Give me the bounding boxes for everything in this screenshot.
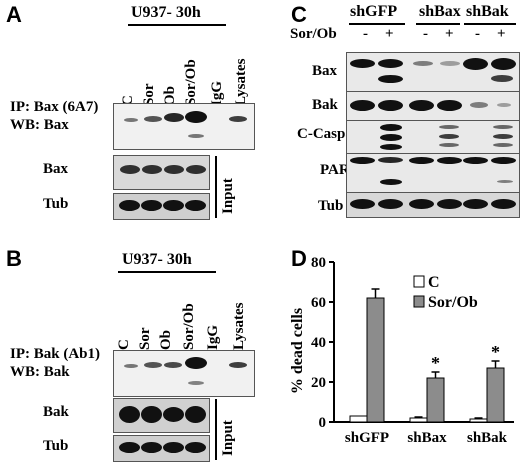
lane-label: Lysates	[233, 58, 249, 106]
sign-label: +	[445, 26, 454, 42]
panel-a-input-bax-label: Bax	[43, 161, 69, 177]
panel-c-underline-shbax	[416, 23, 460, 25]
x-tick-label: shGFP	[345, 430, 389, 446]
bar	[469, 418, 488, 423]
panel-c-blot-bax	[346, 52, 520, 92]
y-tick-label: 40	[311, 335, 326, 351]
panel-c-row-label-ccasp3: C-Casp3	[297, 126, 353, 142]
lane-label: C	[116, 339, 132, 350]
lane-label: Sor/Ob	[181, 303, 197, 350]
panel-a-ip-blot	[113, 103, 255, 150]
sign-label: +	[385, 26, 394, 42]
panel-a-input-label: Input	[220, 178, 236, 214]
panel-c-row-label-bak: Bak	[312, 97, 338, 113]
bar	[486, 367, 505, 423]
panel-a-input-bracket	[215, 156, 217, 218]
panel-a-lane-labels: C Sor Ob Sor/Ob IgG Lysates	[120, 32, 260, 108]
panel-c-underline-shgfp	[349, 23, 405, 25]
panel-c-underline-shbak	[464, 23, 516, 25]
panel-b-wb-label: WB: Bak	[10, 364, 70, 380]
bar	[409, 417, 428, 423]
y-tick-label: 20	[311, 375, 326, 391]
sign-label: -	[475, 26, 480, 42]
legend-label: Sor/Ob	[428, 294, 478, 311]
panel-c-blot-parp	[346, 153, 520, 193]
bar	[366, 297, 385, 423]
lane-label: Sor	[137, 327, 153, 351]
panel-b-input-bak-label: Bak	[43, 404, 69, 420]
panel-c-group-shbax: shBax	[419, 3, 461, 20]
bar	[426, 377, 445, 423]
panel-a-letter: A	[6, 2, 22, 27]
sign-label: +	[497, 26, 506, 42]
panel-c-treatment-label: Sor/Ob	[290, 26, 337, 42]
panel-c-row-label-bax: Bax	[312, 63, 338, 79]
legend-swatch	[413, 295, 425, 308]
panel-b-ip-blot	[113, 350, 255, 397]
legend-label: C	[428, 274, 440, 291]
legend-swatch	[413, 275, 425, 288]
lane-label: IgG	[205, 324, 221, 350]
panel-b-input-tub-label: Tub	[43, 438, 69, 454]
lane-label: Sor/Ob	[183, 59, 199, 106]
panel-d-chart: % dead cells 0 20 40 60 80 shGFP * shBax * shBak C…	[289, 255, 514, 446]
panel-a-input-tub-blot	[113, 193, 210, 220]
significance-marker: *	[431, 353, 440, 373]
x-tick-label: shBak	[467, 430, 508, 446]
panel-b-ip-label: IP: Bak (Ab1)	[10, 346, 101, 362]
x-tick-label: shBax	[407, 430, 447, 446]
panel-a-header-underline	[128, 24, 226, 26]
panel-c-letter: C	[291, 2, 307, 27]
panel-c-blot-bak	[346, 91, 520, 121]
panel-c-row-label-tub: Tub	[318, 198, 344, 214]
panel-a-input-bax-blot	[113, 155, 210, 190]
panel-c-blot-ccasp3	[346, 120, 520, 154]
lane-label: Ob	[158, 329, 174, 350]
panel-a-group-header: U937- 30h	[131, 4, 201, 21]
panel-b-input-label: Input	[220, 420, 236, 456]
panel-b-input-bracket	[215, 399, 217, 460]
panel-c-group-shgfp: shGFP	[350, 3, 398, 20]
y-tick-label: 80	[311, 255, 326, 271]
panel-b-lane-labels: C Sor Ob Sor/Ob IgG Lysates	[112, 276, 262, 352]
y-tick-label: 0	[319, 415, 327, 431]
sign-label: -	[423, 26, 428, 42]
panel-c-group-shbak: shBak	[466, 3, 509, 20]
sign-label: -	[363, 26, 368, 42]
panel-d-letter: D	[291, 246, 307, 271]
panel-b-group-header: U937- 30h	[122, 251, 192, 268]
panel-b-input-tub-blot	[113, 435, 210, 462]
y-tick-label: 60	[311, 295, 326, 311]
panel-a-input-tub-label: Tub	[43, 196, 69, 212]
bar	[349, 415, 368, 423]
panel-c-blot-tub	[346, 192, 520, 218]
panel-a-wb-label: WB: Bax	[10, 117, 69, 133]
y-axis-label: % dead cells	[289, 308, 306, 394]
panel-b-input-bak-blot	[113, 398, 210, 433]
panel-a-ip-label: IP: Bax (6A7)	[10, 99, 99, 115]
significance-marker: *	[491, 342, 500, 362]
panel-b-letter: B	[6, 246, 22, 271]
panel-b-header-underline	[118, 271, 216, 273]
lane-label: Lysates	[231, 302, 247, 350]
